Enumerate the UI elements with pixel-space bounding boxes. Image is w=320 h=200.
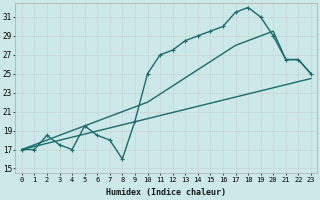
X-axis label: Humidex (Indice chaleur): Humidex (Indice chaleur)	[106, 188, 226, 197]
